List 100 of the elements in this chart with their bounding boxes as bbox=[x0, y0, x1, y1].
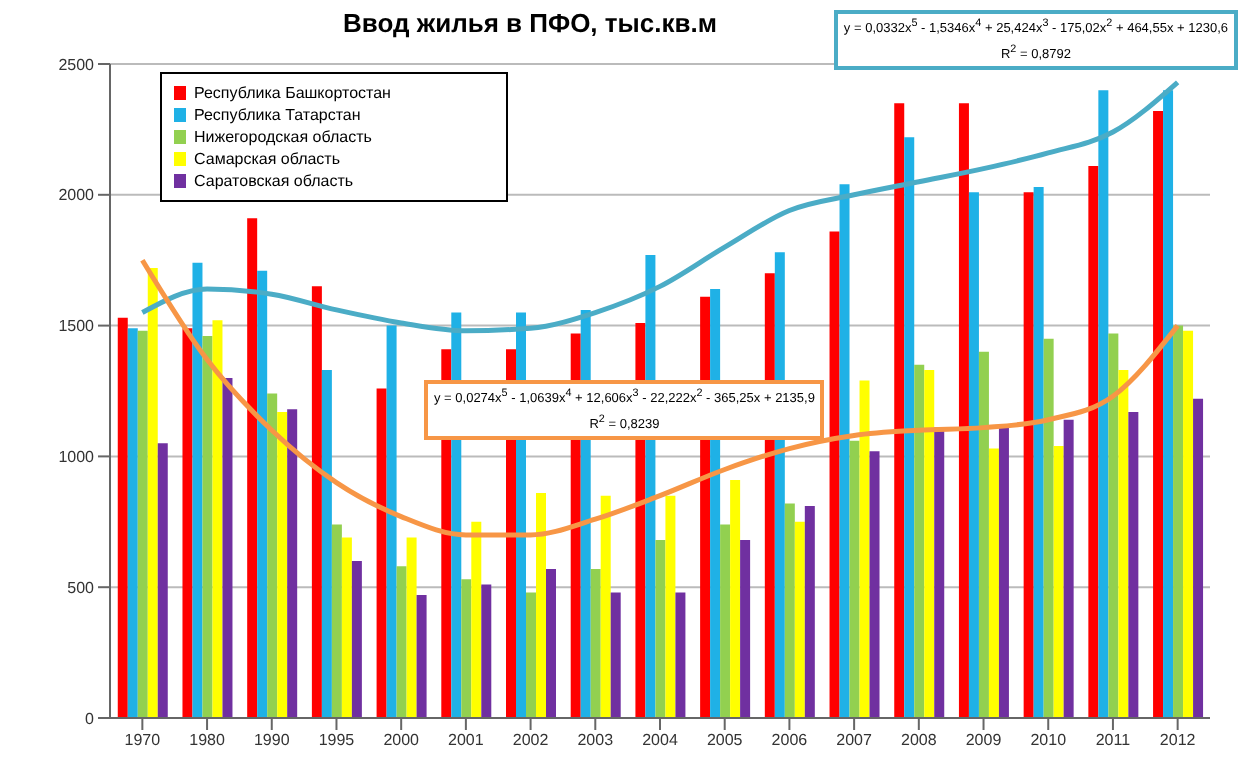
bar bbox=[978, 351, 989, 718]
x-tick-label: 2006 bbox=[771, 731, 809, 750]
bar bbox=[406, 537, 417, 718]
bar bbox=[590, 568, 601, 718]
bar bbox=[998, 425, 1009, 718]
bar bbox=[740, 540, 751, 718]
bar bbox=[958, 103, 969, 718]
bar bbox=[257, 270, 268, 718]
bar bbox=[665, 495, 676, 718]
bar bbox=[536, 493, 546, 718]
bar bbox=[157, 443, 168, 718]
bar bbox=[804, 506, 815, 718]
bar bbox=[794, 521, 805, 718]
x-tick-label: 2011 bbox=[1095, 731, 1132, 750]
bar bbox=[137, 330, 148, 718]
bar bbox=[1063, 419, 1074, 718]
bar bbox=[1108, 333, 1119, 718]
bar bbox=[655, 540, 666, 718]
bar bbox=[1173, 325, 1184, 718]
bar bbox=[914, 364, 925, 718]
bar bbox=[182, 328, 193, 718]
bar bbox=[1163, 90, 1174, 718]
bar bbox=[321, 370, 332, 718]
bar bbox=[147, 268, 158, 718]
y-tick-label: 1000 bbox=[58, 448, 96, 467]
bar bbox=[849, 440, 860, 718]
bar bbox=[331, 524, 342, 718]
y-tick-label: 2500 bbox=[58, 55, 96, 74]
y-tick-label: 0 bbox=[85, 709, 96, 728]
x-tick-label: 2004 bbox=[642, 731, 679, 750]
bar bbox=[600, 495, 611, 718]
bar bbox=[924, 370, 935, 718]
x-tick-label: 2001 bbox=[448, 731, 485, 750]
bar bbox=[730, 479, 741, 718]
bar bbox=[341, 537, 352, 718]
x-tick-label: 1980 bbox=[189, 731, 226, 750]
x-tick-label: 2003 bbox=[577, 731, 615, 750]
bar bbox=[784, 503, 795, 718]
line-series bbox=[139, 257, 1181, 538]
bar bbox=[894, 103, 905, 718]
legend-label: Республика Башкортостан bbox=[194, 82, 391, 104]
bar bbox=[610, 592, 621, 718]
bar bbox=[1193, 398, 1204, 718]
x-tick-label: 2007 bbox=[836, 731, 874, 750]
bar bbox=[267, 393, 278, 718]
bar bbox=[988, 448, 999, 718]
bar bbox=[546, 568, 556, 718]
bar bbox=[526, 592, 536, 718]
x-tick-label: 2002 bbox=[512, 731, 550, 750]
bar bbox=[859, 380, 870, 718]
chart-title: Ввод жилья в ПФО, тыс.кв.м bbox=[341, 8, 719, 38]
y-tick-label: 1500 bbox=[58, 317, 96, 336]
bar bbox=[461, 579, 472, 718]
x-tick-label: 2005 bbox=[706, 731, 744, 750]
bar bbox=[311, 286, 322, 718]
x-tick-label: 1995 bbox=[318, 731, 356, 750]
x-tick-label: 1990 bbox=[253, 731, 291, 750]
legend-label: Саратовская область bbox=[194, 170, 354, 192]
bar bbox=[127, 328, 138, 718]
bar bbox=[222, 377, 233, 718]
bar bbox=[829, 231, 840, 718]
bar bbox=[247, 218, 258, 718]
line-series bbox=[139, 79, 1181, 334]
x-tick-label: 2012 bbox=[1159, 731, 1197, 750]
legend-label: Нижегородская область bbox=[194, 126, 372, 148]
bar bbox=[351, 561, 362, 718]
x-tick-label: 2000 bbox=[383, 731, 421, 750]
bar bbox=[481, 584, 492, 718]
bar bbox=[416, 595, 427, 718]
x-tick-label: 2009 bbox=[965, 731, 1003, 750]
bar bbox=[117, 317, 128, 718]
bar bbox=[675, 592, 686, 718]
bar bbox=[1098, 90, 1109, 718]
bar bbox=[471, 521, 482, 718]
bar bbox=[212, 320, 223, 718]
bar bbox=[869, 451, 880, 718]
bar bbox=[1043, 338, 1054, 718]
bar bbox=[904, 137, 915, 718]
legend-label: Самарская область bbox=[194, 148, 341, 170]
bar bbox=[1118, 370, 1129, 718]
bar bbox=[1033, 186, 1044, 718]
x-tick-label: 1970 bbox=[124, 731, 162, 750]
bar bbox=[277, 411, 288, 718]
bar bbox=[376, 388, 387, 718]
bar bbox=[396, 566, 407, 718]
bar bbox=[968, 192, 979, 718]
bar bbox=[1088, 166, 1099, 718]
bar bbox=[202, 336, 213, 718]
x-tick-label: 2008 bbox=[901, 731, 938, 750]
bar bbox=[386, 325, 397, 718]
bar bbox=[720, 524, 731, 718]
bar bbox=[287, 409, 298, 718]
bar bbox=[839, 184, 850, 718]
bar bbox=[1128, 411, 1139, 718]
y-tick-label: 500 bbox=[67, 578, 96, 597]
bar bbox=[192, 262, 203, 718]
bar bbox=[1153, 111, 1164, 718]
bar bbox=[934, 427, 945, 718]
legend-label: Республика Татарстан bbox=[194, 104, 361, 126]
x-tick-label: 2010 bbox=[1030, 731, 1068, 750]
